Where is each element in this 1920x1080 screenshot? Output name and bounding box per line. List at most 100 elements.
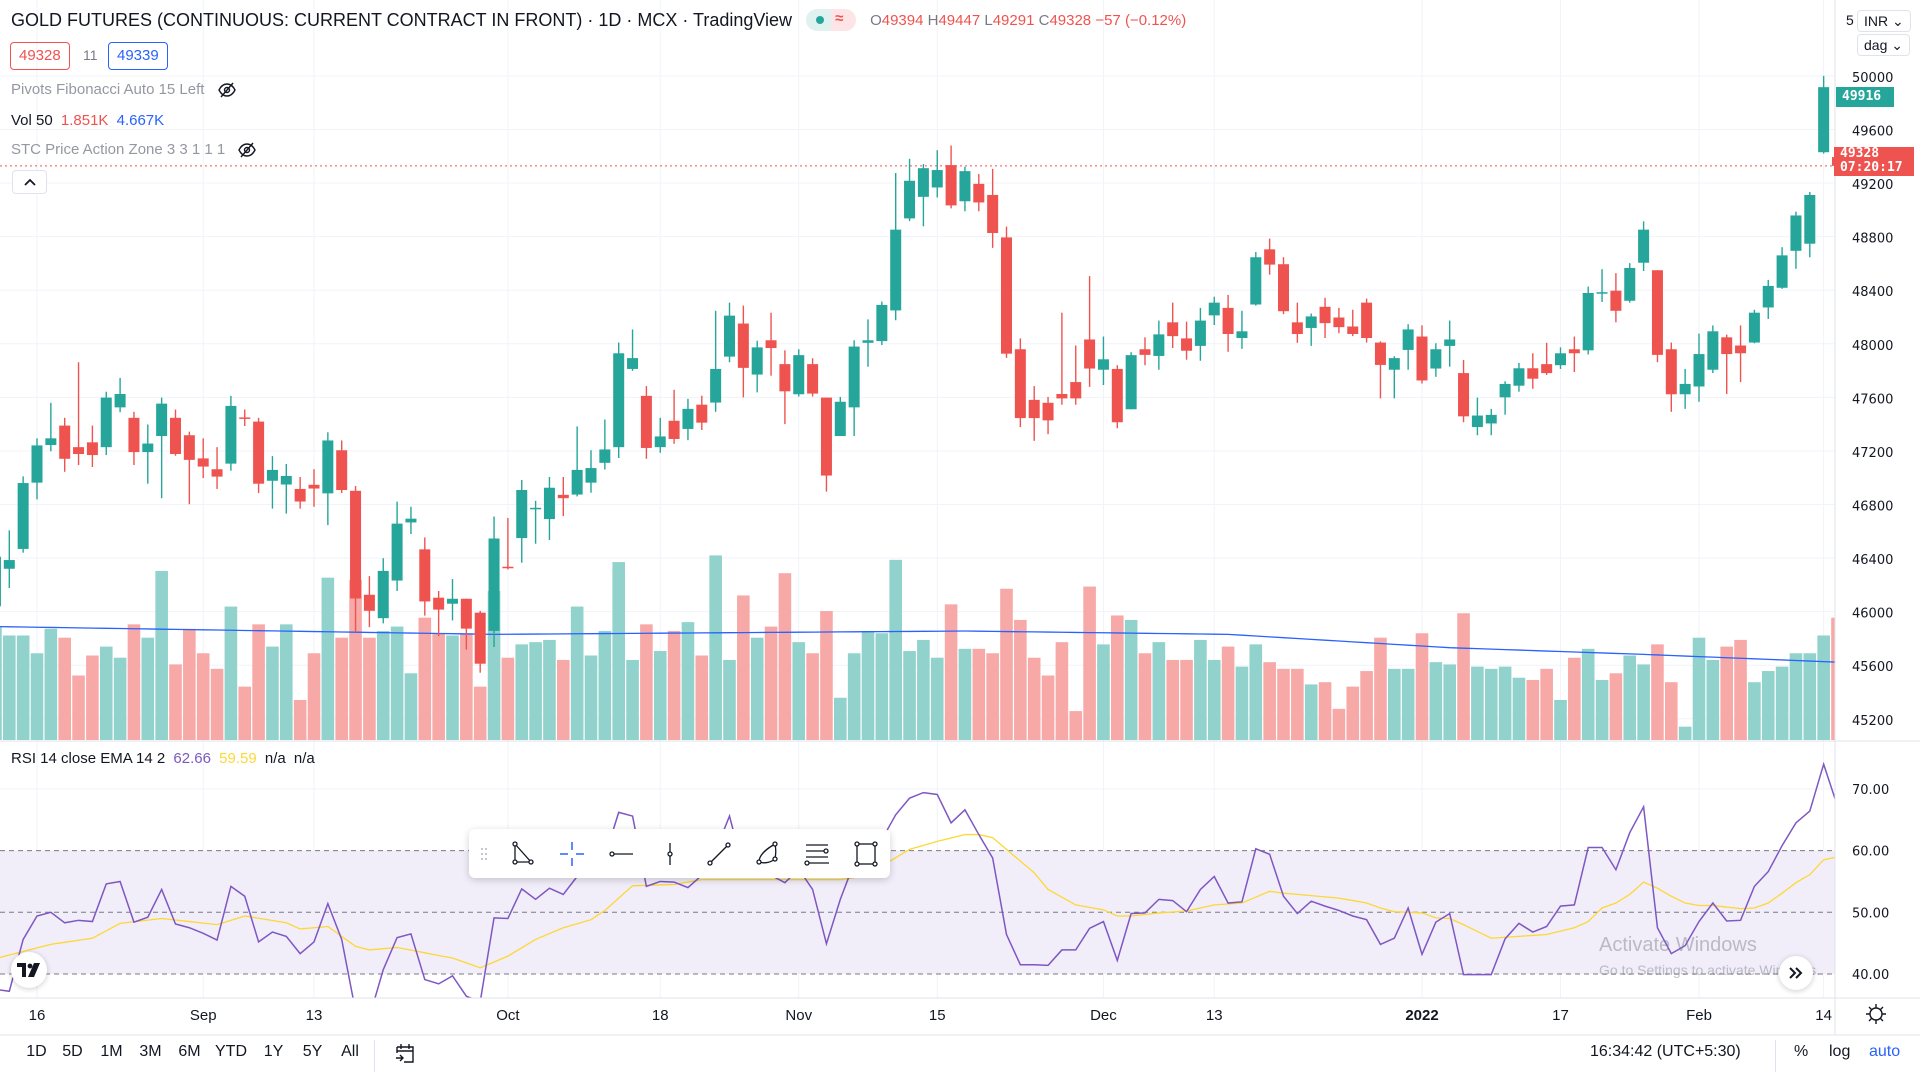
volume-bar bbox=[252, 624, 265, 740]
range-5d[interactable]: 5D bbox=[62, 1043, 83, 1060]
range-ytd[interactable]: YTD bbox=[215, 1043, 247, 1060]
volume-bar bbox=[16, 635, 30, 740]
scroll-to-realtime-button[interactable] bbox=[1779, 956, 1813, 990]
candle-body bbox=[793, 355, 805, 395]
candle-body bbox=[807, 364, 819, 394]
range-5y[interactable]: 5Y bbox=[302, 1043, 323, 1060]
volume-bar bbox=[1775, 666, 1789, 740]
range-1y[interactable]: 1Y bbox=[263, 1043, 284, 1060]
price-tick-label: 46800 bbox=[1852, 499, 1893, 514]
candle-body bbox=[557, 494, 569, 499]
legend-volume[interactable]: Vol 50 1.851K 4.667K bbox=[11, 112, 164, 129]
volume-bar bbox=[1111, 615, 1124, 740]
volume-bar bbox=[1512, 677, 1526, 740]
candle-body bbox=[100, 397, 112, 448]
volume-bar bbox=[1401, 668, 1415, 740]
legend-pivots[interactable]: Pivots Fibonacci Auto 15 Left bbox=[11, 81, 237, 99]
volume-bar bbox=[1692, 637, 1706, 740]
volume-bar bbox=[1346, 686, 1360, 740]
volume-bar bbox=[1415, 633, 1429, 740]
range-1m[interactable]: 1M bbox=[100, 1043, 123, 1060]
buy-price-button[interactable]: 49339 bbox=[108, 42, 168, 70]
volume-bar bbox=[293, 699, 307, 740]
candle bbox=[668, 389, 680, 444]
candle bbox=[973, 174, 985, 212]
rsi-na-value: n/a bbox=[293, 750, 315, 767]
unit-select[interactable]: dag ⌄ bbox=[1857, 34, 1910, 56]
volume-bar bbox=[515, 644, 529, 740]
candle bbox=[765, 312, 777, 376]
volume-bar bbox=[737, 595, 750, 740]
candle bbox=[488, 516, 500, 647]
range-3m[interactable]: 3M bbox=[139, 1043, 162, 1060]
volume-bar bbox=[335, 637, 348, 740]
bar-countdown: 07:20:17 bbox=[1840, 160, 1903, 175]
candle bbox=[225, 395, 237, 471]
candle-body bbox=[1014, 349, 1026, 419]
time-tick-label: Sep bbox=[190, 1007, 217, 1024]
clock-timezone[interactable]: 16:34:42 (UTC+5:30) bbox=[1590, 1043, 1741, 1060]
market-status-pill[interactable]: ≈ bbox=[806, 9, 857, 31]
eye-slash-icon[interactable] bbox=[217, 81, 237, 99]
range-selector[interactable]: 1D 5D 1M 3M 6M YTD 1Y 5Y All bbox=[20, 1043, 369, 1061]
vertical-line-tool-button[interactable] bbox=[646, 829, 695, 878]
rectangle-tool-button[interactable] bbox=[841, 829, 890, 878]
candle-body bbox=[1042, 402, 1054, 421]
symbol-title[interactable]: GOLD FUTURES (CONTINUOUS: CURRENT CONTRA… bbox=[11, 9, 793, 30]
percent-scale-toggle[interactable]: % bbox=[1794, 1043, 1809, 1060]
candle bbox=[1305, 313, 1317, 346]
sell-price-button[interactable]: 49328 bbox=[10, 42, 70, 70]
log-scale-toggle[interactable]: log bbox=[1829, 1043, 1851, 1060]
volume-ma-value: 4.667K bbox=[116, 112, 165, 129]
candle-body bbox=[1001, 237, 1012, 354]
candle bbox=[391, 501, 403, 591]
close-value: 49328 bbox=[1049, 11, 1092, 29]
candle-body bbox=[724, 315, 735, 357]
currency-select[interactable]: INR ⌄ bbox=[1857, 10, 1911, 32]
candle-body bbox=[1333, 317, 1345, 328]
volume-bar bbox=[1734, 639, 1747, 740]
scale-multiplier: 5 bbox=[1846, 12, 1854, 28]
range-all[interactable]: All bbox=[341, 1043, 359, 1060]
parallel-lines-tool-button[interactable] bbox=[792, 829, 841, 878]
trend-line-tool-button[interactable] bbox=[694, 829, 743, 878]
candle-body bbox=[1028, 399, 1040, 419]
candle-body bbox=[1596, 292, 1608, 294]
volume-bar bbox=[363, 637, 376, 740]
auto-scale-toggle[interactable]: auto bbox=[1869, 1043, 1901, 1060]
volume-bar bbox=[418, 617, 432, 740]
candle bbox=[557, 477, 569, 517]
time-axis[interactable]: 16 Sep 13 Oct 18 Nov 15 Dec 13 2022 17 Feb 14 bbox=[29, 1007, 1832, 1024]
chart-settings-button[interactable] bbox=[1864, 1002, 1888, 1031]
candle bbox=[1070, 345, 1082, 405]
path-tool-button[interactable] bbox=[499, 829, 548, 878]
legend-stc[interactable]: STC Price Action Zone 3 3 1 1 1 bbox=[11, 141, 257, 159]
volume-bar bbox=[321, 577, 335, 740]
candle-body bbox=[156, 403, 168, 437]
candle bbox=[1264, 238, 1276, 275]
drag-handle[interactable] bbox=[469, 847, 499, 861]
candle bbox=[1236, 310, 1248, 349]
candle-body bbox=[834, 401, 846, 437]
legend-rsi[interactable]: RSI 14 close EMA 14 2 62.66 59.59 n/a n/… bbox=[11, 750, 315, 767]
drawing-toolbar[interactable] bbox=[469, 829, 890, 878]
price-axis[interactable]: 50000 49600 49200 48800 48400 48000 47600 47200… bbox=[1852, 71, 1893, 729]
price-tick-label: 45600 bbox=[1852, 660, 1893, 675]
candle-body bbox=[779, 364, 791, 392]
volume-bar bbox=[1152, 642, 1166, 740]
time-tick-label: 16 bbox=[29, 1007, 46, 1024]
candle-body bbox=[1236, 331, 1248, 339]
currency-value: INR bbox=[1864, 13, 1889, 29]
collapse-legend-button[interactable] bbox=[12, 170, 47, 194]
rsi-axis[interactable]: 70.00 60.00 50.00 40.00 bbox=[1852, 783, 1889, 983]
tradingview-logo[interactable] bbox=[11, 952, 47, 988]
eye-slash-icon[interactable] bbox=[237, 141, 257, 159]
crosshair-tool-button[interactable] bbox=[548, 829, 597, 878]
range-6m[interactable]: 6M bbox=[178, 1043, 201, 1060]
horizontal-ray-tool-button[interactable] bbox=[597, 829, 646, 878]
arc-tool-button[interactable] bbox=[743, 829, 792, 878]
go-to-date-button[interactable] bbox=[394, 1042, 416, 1069]
candle-body bbox=[959, 171, 971, 202]
range-1d[interactable]: 1D bbox=[26, 1043, 47, 1060]
